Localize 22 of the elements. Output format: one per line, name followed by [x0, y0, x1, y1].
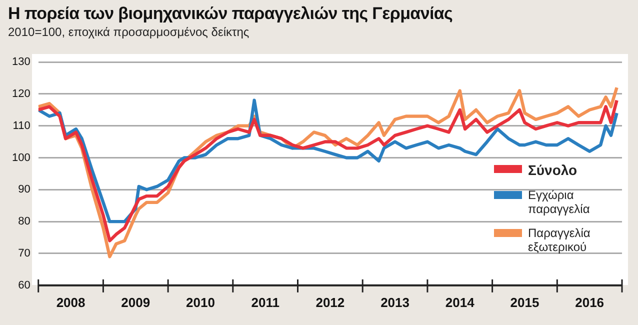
x-tick-label: 2011 — [251, 294, 280, 310]
legend-label: Εγχώρια παραγγελία — [528, 188, 591, 216]
y-tick-label: 130 — [12, 56, 30, 68]
y-tick-label: 90 — [18, 184, 30, 196]
y-tick-label: 100 — [12, 152, 30, 164]
x-tick-label: 2013 — [380, 294, 410, 310]
y-tick-label: 120 — [12, 88, 30, 100]
chart-subtitle: 2010=100, εποχικά προσαρμοσμένος δείκτης — [8, 25, 250, 39]
x-tick-label: 2014 — [445, 294, 476, 310]
legend-label: Σύνολο — [528, 162, 578, 178]
x-tick-label: 2010 — [186, 294, 215, 310]
y-tick-label: 70 — [18, 248, 30, 260]
y-tick-label: 80 — [18, 216, 30, 228]
y-tick-label: 60 — [18, 279, 30, 292]
y-tick-label: 110 — [12, 120, 30, 132]
legend-label: Παραγγελία εξωτερικού — [528, 226, 592, 254]
x-tick-label: 2012 — [316, 294, 345, 310]
chart-title: Η πορεία των βιομηχανικών παραγγελιών της Γερμανίας — [8, 4, 453, 24]
x-tick-label: 2015 — [510, 294, 540, 310]
x-tick-label: 2008 — [56, 294, 86, 310]
x-tick-label: 2009 — [121, 294, 150, 310]
x-tick-label: 2016 — [575, 294, 604, 310]
